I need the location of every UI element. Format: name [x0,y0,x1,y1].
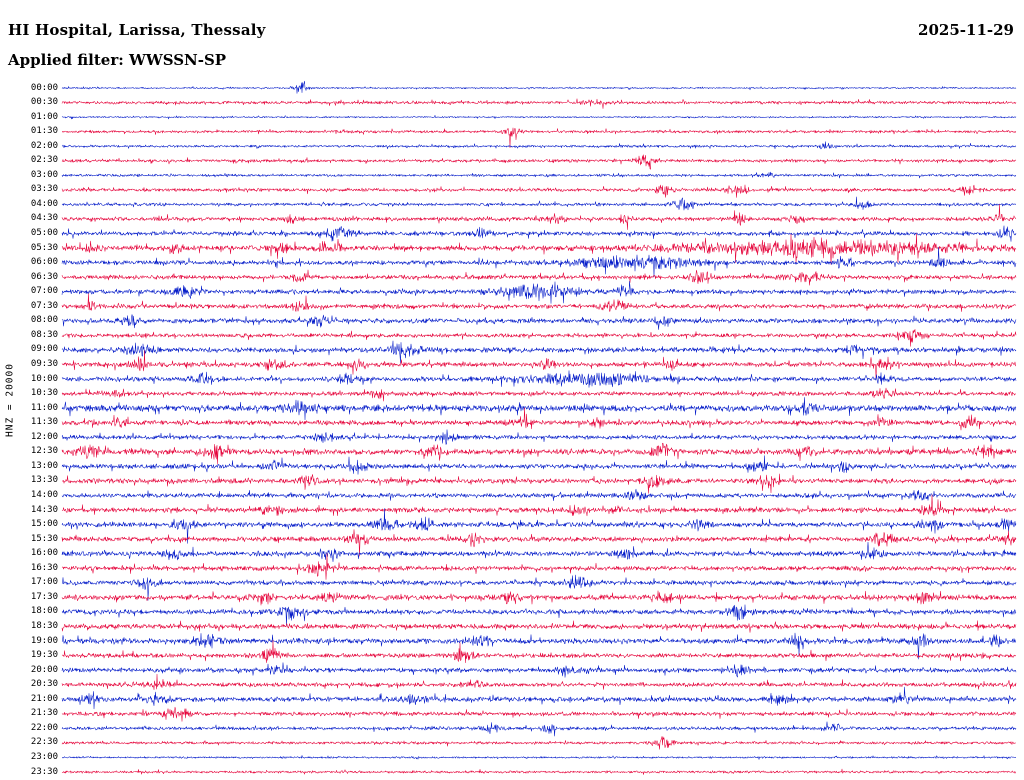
date-label: 2025-11-29 [918,21,1014,39]
filter-label: Applied filter: WWSSN-SP [8,51,227,69]
channel-scale-label: HNZ = 20000 [4,363,16,437]
station-title: HI Hospital, Larissa, Thessaly [8,21,266,39]
